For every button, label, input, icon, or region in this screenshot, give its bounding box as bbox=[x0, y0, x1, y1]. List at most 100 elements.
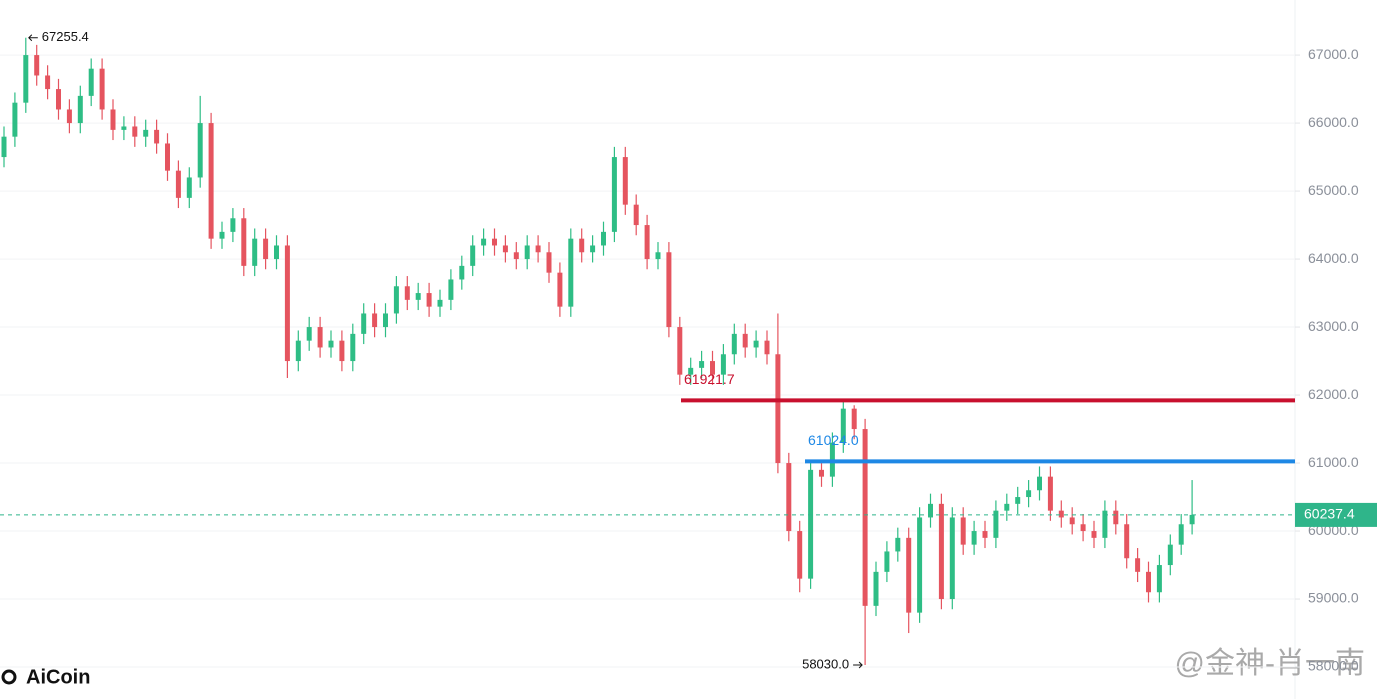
candle-body bbox=[1026, 490, 1032, 498]
logo-icon bbox=[1, 669, 17, 685]
y-tick-label: 66000.0 bbox=[1308, 114, 1359, 130]
candle-body bbox=[786, 463, 792, 532]
candle-body bbox=[710, 361, 715, 375]
candle-body bbox=[1, 136, 7, 158]
candle-body bbox=[753, 340, 759, 348]
candle-body bbox=[306, 327, 312, 341]
candle-body bbox=[437, 299, 443, 307]
candle-body bbox=[165, 143, 170, 171]
candle-body bbox=[263, 238, 269, 260]
candle-body bbox=[720, 354, 726, 375]
candle-body bbox=[819, 469, 824, 477]
candle-body bbox=[535, 245, 541, 253]
candle-body bbox=[361, 313, 367, 334]
candle-body bbox=[426, 293, 432, 307]
high-arrow bbox=[28, 34, 38, 42]
candle-body bbox=[23, 55, 29, 103]
candle-body bbox=[982, 531, 988, 538]
candle-body bbox=[274, 245, 279, 260]
candle-body bbox=[219, 231, 225, 239]
candle-body bbox=[230, 218, 236, 232]
y-tick-label: 62000.0 bbox=[1308, 386, 1359, 402]
candle-body bbox=[34, 55, 40, 76]
candle-body bbox=[884, 551, 890, 572]
candle-body bbox=[186, 177, 192, 198]
candle-body bbox=[339, 340, 345, 362]
candle-body bbox=[317, 327, 323, 348]
logo-text: AiCoin bbox=[26, 666, 90, 688]
candle-body bbox=[993, 510, 999, 538]
candle-body bbox=[470, 245, 476, 266]
candle-body bbox=[383, 313, 388, 328]
candle-body bbox=[622, 157, 628, 205]
candle-body bbox=[110, 109, 116, 130]
candle-body bbox=[197, 123, 203, 178]
candle-body bbox=[677, 327, 683, 375]
candle-body bbox=[633, 204, 639, 226]
candle-body bbox=[699, 361, 705, 368]
candle-body bbox=[524, 245, 530, 260]
candle-body bbox=[971, 531, 977, 545]
y-tick-label: 65000.0 bbox=[1308, 182, 1359, 198]
candle-body bbox=[208, 123, 214, 239]
candle-body bbox=[393, 286, 399, 314]
candle-body bbox=[372, 313, 378, 328]
candle-body bbox=[742, 333, 748, 348]
candle-body bbox=[1124, 524, 1130, 559]
low-arrow bbox=[853, 661, 863, 669]
candle-body bbox=[917, 517, 923, 613]
candle-body bbox=[1004, 503, 1010, 511]
candle-body bbox=[775, 354, 781, 464]
candle-body bbox=[1015, 497, 1021, 504]
candle-body bbox=[1102, 510, 1108, 538]
candle-body bbox=[688, 367, 694, 375]
candle-body bbox=[513, 252, 519, 260]
candle-body bbox=[1113, 510, 1119, 525]
candle-body bbox=[404, 286, 410, 300]
candle-body bbox=[1135, 558, 1141, 572]
candle-body bbox=[448, 279, 454, 300]
candle-body bbox=[132, 126, 138, 137]
candle-body bbox=[1178, 524, 1184, 545]
candle-body bbox=[579, 238, 585, 253]
candle-body bbox=[502, 245, 508, 253]
candle-body bbox=[45, 75, 51, 90]
candle-body bbox=[873, 571, 879, 606]
candle-body bbox=[88, 68, 94, 96]
watermark: @金神-肖一南 bbox=[1175, 647, 1365, 680]
candle-body bbox=[644, 225, 650, 260]
candle-body bbox=[546, 252, 552, 273]
candle-body bbox=[252, 238, 258, 266]
candle-body bbox=[666, 252, 672, 328]
candle-body bbox=[415, 293, 421, 300]
candle-body bbox=[557, 272, 563, 307]
candle-body bbox=[764, 340, 770, 355]
y-tick-label: 61000.0 bbox=[1308, 454, 1359, 470]
last-price-label: 60237.4 bbox=[1304, 506, 1355, 522]
candle-body bbox=[66, 109, 72, 124]
candle-body bbox=[295, 340, 301, 362]
candle-body bbox=[590, 245, 596, 253]
candle-body bbox=[77, 95, 83, 124]
last-price-box bbox=[1295, 502, 1377, 527]
candle-body bbox=[1167, 544, 1173, 566]
candle-body bbox=[350, 333, 356, 362]
candle-body bbox=[99, 68, 105, 110]
low-label: 58030.0 bbox=[802, 656, 849, 671]
candle-body bbox=[938, 503, 944, 600]
y-tick-label: 64000.0 bbox=[1308, 250, 1359, 266]
candle-body bbox=[284, 245, 290, 362]
candle-body bbox=[492, 238, 497, 246]
candle-body bbox=[949, 517, 955, 600]
y-tick-label: 58000.0 bbox=[1308, 658, 1359, 674]
candle-body bbox=[611, 157, 617, 232]
candle-body bbox=[1146, 571, 1151, 593]
overlay: 58000.059000.060000.061000.062000.063000… bbox=[28, 29, 1377, 674]
candle-body bbox=[851, 408, 857, 430]
candle-body bbox=[862, 429, 868, 606]
candle-body bbox=[143, 129, 149, 137]
level-label: 61921.7 bbox=[684, 371, 735, 387]
candle-body bbox=[1069, 517, 1075, 525]
y-tick-label: 59000.0 bbox=[1308, 590, 1359, 606]
